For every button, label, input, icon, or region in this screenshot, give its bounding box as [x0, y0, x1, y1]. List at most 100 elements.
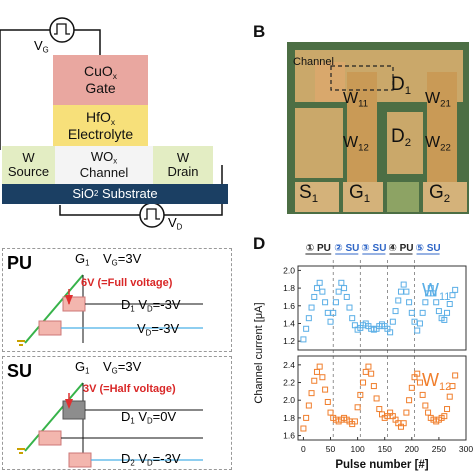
data-point	[389, 318, 396, 325]
data-point	[408, 384, 415, 391]
data-point	[319, 288, 326, 295]
y-tick-label: 1.6	[283, 431, 295, 441]
data-point	[414, 370, 421, 377]
data-point	[316, 363, 323, 370]
data-point	[452, 286, 459, 293]
data-point	[338, 279, 345, 286]
data-point	[419, 391, 426, 398]
x-tick-label: 0	[301, 444, 306, 454]
data-point	[406, 299, 413, 306]
channel-layer: WOx Channel	[55, 146, 153, 184]
data-point	[425, 409, 432, 416]
x-tick-label: 50	[326, 444, 336, 454]
data-point	[341, 285, 348, 292]
data-point	[433, 299, 440, 306]
data-point	[422, 402, 429, 409]
y-tick-label: 1.2	[283, 336, 295, 346]
micrograph: Channel D1 W11 W21 W12 D2 W22 S1 G1 G2	[287, 42, 469, 214]
panel-b-letter: B	[253, 22, 266, 41]
label-w21: W21	[425, 90, 451, 110]
su-d1-label: D1 VD=0V	[121, 409, 177, 426]
pu-box: PU G1 VG=3V 6V (=Full voltage) D1 VD=-3V…	[2, 248, 232, 352]
series-label-main: W	[422, 370, 439, 390]
series-label: W12	[422, 370, 451, 393]
data-point	[324, 398, 331, 405]
data-point	[303, 325, 310, 332]
panel-d-letter: D	[253, 234, 266, 253]
drain-electrode: W Drain	[153, 146, 213, 184]
data-point	[308, 390, 315, 397]
su-mode: SU	[7, 361, 33, 381]
series-label: W11	[422, 280, 450, 303]
data-point	[368, 370, 375, 377]
y-axis-label: Channel current [μA]	[253, 302, 265, 403]
pu-circuit	[17, 274, 203, 346]
y-tick-label: 2.0	[283, 265, 295, 275]
data-point	[373, 395, 380, 402]
data-point	[416, 320, 423, 327]
su-vg-label: VG=3V	[103, 359, 142, 376]
data-point	[444, 406, 451, 413]
data-point	[370, 383, 377, 390]
data-point	[452, 372, 459, 379]
substrate-layer: SiO 2 Substrate	[2, 184, 228, 204]
data-point	[330, 309, 337, 316]
data-point	[362, 368, 369, 375]
x-tick-label: 150	[378, 444, 392, 454]
channel-label: Channel	[293, 56, 334, 68]
panel-d: D ① PU ② SU ③ SU ④ PU ⑤ SU 1.2 1.4 1.6 1.8 2.0 W11…	[240, 232, 474, 474]
data-point	[419, 309, 426, 316]
data-point	[416, 379, 423, 386]
data-point	[313, 285, 320, 292]
data-point	[322, 299, 329, 306]
y-tick-label: 2.4	[283, 360, 295, 370]
data-point	[414, 327, 421, 334]
y-tick-label: 1.8	[283, 413, 295, 423]
y-tick-label: 1.8	[283, 283, 295, 293]
panel-b: B Channel D1 W11 W21	[240, 0, 474, 232]
data-point	[335, 288, 342, 295]
data-point	[400, 281, 407, 288]
pu-voltage-note: 6V (=Full voltage)	[81, 277, 173, 289]
label-d1: D1	[391, 74, 412, 97]
data-point	[327, 318, 334, 325]
panel-a-wiring	[0, 17, 223, 228]
pu-vg-label: VG=3V	[103, 251, 142, 268]
data-point	[441, 316, 448, 323]
pu-d1-label: D1 VD=-3V	[121, 297, 181, 314]
data-point	[303, 414, 310, 421]
data-point	[406, 397, 413, 404]
current-vs-pulse-chart: ① PU ② SU ③ SU ④ PU ⑤ SU1.21.41.61.82.0W111.…	[253, 243, 473, 471]
phase-label: ② SU	[334, 243, 359, 254]
data-point	[300, 425, 307, 432]
data-point	[305, 315, 312, 322]
label-w11: W11	[343, 90, 369, 110]
data-point	[403, 409, 410, 416]
label-s1: S1	[299, 182, 319, 205]
series-label-sub: 12	[439, 381, 451, 393]
data-point	[446, 393, 453, 400]
data-point	[365, 363, 372, 370]
data-point	[435, 308, 442, 315]
data-point	[403, 288, 410, 295]
y-tick-label: 1.4	[283, 318, 295, 328]
data-point	[392, 308, 399, 315]
data-point	[357, 391, 364, 398]
panel-c: PU G1 VG=3V 6V (=Full voltage) D1 VD=-3V…	[0, 248, 238, 474]
electrolyte-layer: HfOx Electrolyte	[53, 105, 148, 146]
data-point	[343, 293, 350, 300]
data-point	[332, 299, 339, 306]
pu-mode: PU	[7, 253, 33, 273]
data-point	[324, 309, 331, 316]
data-point	[395, 297, 402, 304]
data-point	[449, 292, 456, 299]
data-point	[327, 409, 334, 416]
source-electrode: W Source	[2, 146, 55, 184]
data-point	[313, 368, 320, 375]
data-point	[351, 418, 358, 425]
phase-label: ③ SU	[361, 243, 386, 254]
data-point	[446, 301, 453, 308]
label-g2: G2	[429, 182, 451, 205]
gate-layer: CuOx Gate	[53, 55, 148, 105]
data-point	[300, 336, 307, 343]
